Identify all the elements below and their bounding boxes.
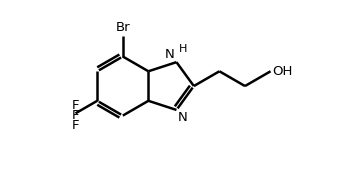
Text: N: N [165,48,174,61]
Text: H: H [179,44,188,54]
Text: F: F [72,119,79,132]
Text: F: F [72,109,79,122]
Text: N: N [177,111,187,124]
Text: OH: OH [273,65,293,78]
Text: Br: Br [116,21,130,34]
Text: F: F [72,99,79,112]
